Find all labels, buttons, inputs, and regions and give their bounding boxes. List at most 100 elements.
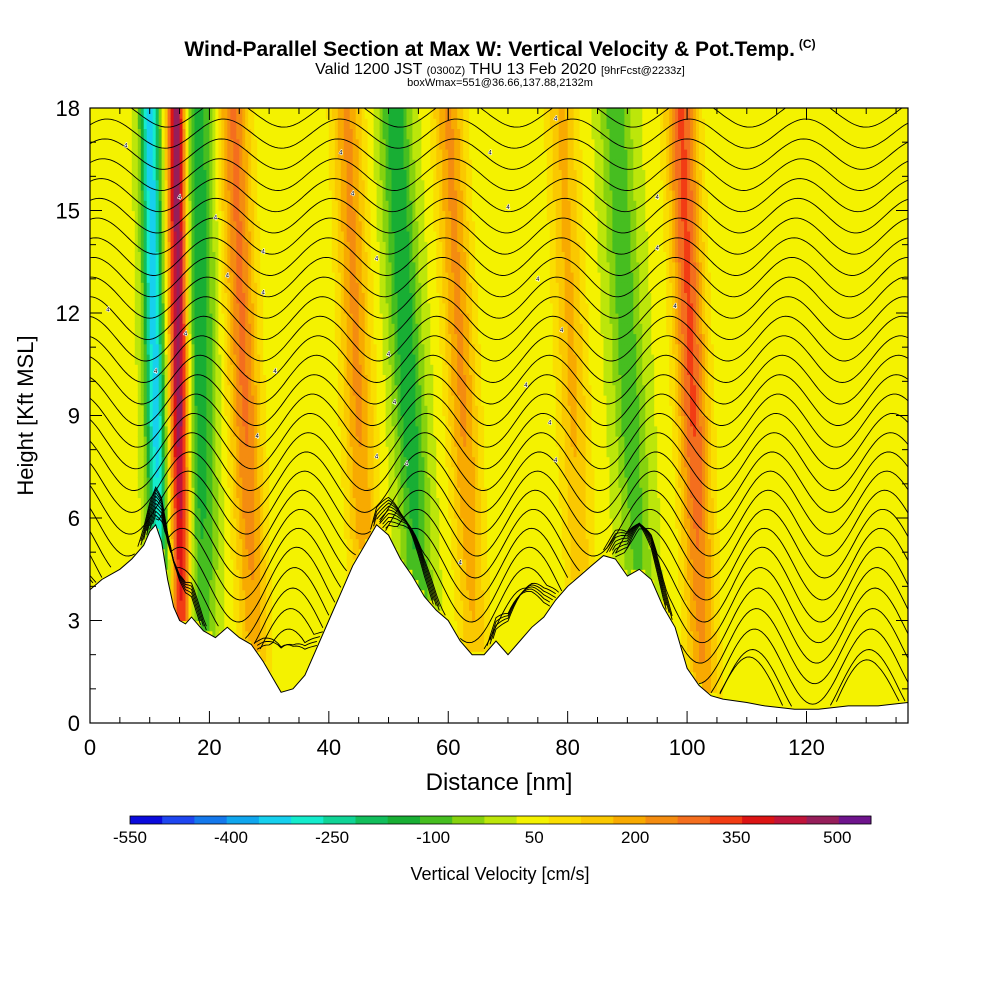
velocity-cell — [293, 466, 297, 478]
velocity-cell — [203, 395, 207, 406]
velocity-cell — [197, 436, 202, 447]
velocity-cell — [248, 405, 252, 417]
velocity-cell — [218, 138, 222, 150]
velocity-cell — [206, 589, 210, 601]
velocity-cell — [143, 323, 148, 335]
valid-time: Valid 1200 JST — [315, 61, 423, 78]
velocity-cell — [209, 548, 213, 560]
velocity-cell — [236, 600, 240, 611]
velocity-cell — [161, 538, 166, 550]
velocity-cell — [263, 128, 267, 140]
velocity-cell — [215, 559, 219, 570]
velocity-cell — [146, 354, 151, 365]
velocity-cell — [137, 497, 142, 509]
velocity-cell — [194, 282, 199, 293]
velocity-cell — [242, 302, 246, 314]
velocity-cell — [275, 641, 279, 652]
velocity-cell — [164, 241, 169, 252]
velocity-cell — [272, 159, 276, 170]
velocity-cell — [248, 507, 252, 519]
velocity-cell — [290, 661, 294, 673]
velocity-cell — [299, 251, 303, 263]
velocity-cell — [221, 302, 225, 314]
velocity-cell — [245, 108, 249, 119]
velocity-cell — [224, 272, 228, 283]
velocity-cell — [131, 138, 136, 150]
velocity-cell — [260, 384, 264, 396]
velocity-cell — [310, 282, 315, 293]
velocity-cell — [131, 169, 136, 181]
velocity-cell — [236, 343, 240, 355]
velocity-cell — [248, 220, 252, 232]
velocity-cell — [155, 395, 160, 406]
velocity-cell — [239, 231, 243, 242]
velocity-cell — [125, 518, 130, 529]
velocity-cell — [278, 292, 282, 304]
velocity-cell — [212, 466, 216, 478]
velocity-cell — [224, 384, 228, 396]
velocity-cell — [254, 251, 258, 263]
velocity-cell — [224, 179, 228, 191]
velocity-cell — [257, 282, 261, 293]
velocity-cell — [140, 302, 145, 314]
velocity-cell — [131, 507, 136, 519]
velocity-cell — [218, 589, 222, 601]
velocity-cell — [302, 220, 306, 232]
velocity-cell — [310, 354, 315, 365]
velocity-cell — [107, 323, 112, 335]
velocity-cell — [152, 108, 157, 119]
velocity-cell — [110, 497, 115, 509]
velocity-cell — [170, 487, 175, 499]
velocity-cell — [296, 548, 300, 560]
velocity-cell — [248, 579, 252, 591]
velocity-cell — [203, 559, 207, 570]
velocity-cell — [128, 343, 133, 355]
velocity-cell — [93, 159, 97, 170]
velocity-cell — [251, 405, 255, 417]
velocity-cell — [281, 261, 285, 273]
velocity-cell — [239, 630, 243, 642]
velocity-cell — [299, 282, 303, 293]
velocity-cell — [146, 210, 151, 222]
velocity-cell — [266, 436, 270, 447]
velocity-cell — [104, 292, 109, 304]
velocity-cell — [260, 538, 264, 550]
velocity-cell — [284, 313, 288, 324]
velocity-cell — [119, 559, 124, 570]
velocity-cell — [281, 128, 285, 140]
velocity-cell — [131, 261, 136, 273]
velocity-cell — [188, 210, 193, 222]
velocity-cell — [233, 302, 237, 314]
velocity-cell — [161, 210, 166, 222]
velocity-cell — [119, 302, 124, 314]
velocity-cell — [137, 446, 142, 458]
velocity-cell — [290, 620, 294, 632]
velocity-cell — [179, 589, 184, 601]
velocity-cell — [140, 261, 145, 273]
velocity-cell — [116, 169, 121, 181]
velocity-cell — [122, 231, 127, 242]
velocity-cell — [293, 231, 297, 242]
velocity-cell — [278, 200, 282, 212]
velocity-cell — [224, 405, 228, 417]
velocity-cell — [137, 231, 142, 242]
velocity-cell — [230, 384, 234, 396]
velocity-cell — [146, 220, 151, 232]
velocity-cell — [197, 518, 202, 529]
velocity-cell — [206, 384, 210, 396]
velocity-cell — [304, 548, 309, 560]
velocity-cell — [272, 384, 276, 396]
velocity-cell — [251, 487, 255, 499]
velocity-cell — [110, 456, 115, 468]
velocity-cell — [164, 313, 169, 324]
velocity-cell — [260, 610, 264, 622]
velocity-cell — [224, 610, 228, 622]
velocity-cell — [299, 149, 303, 160]
velocity-cell — [290, 108, 294, 119]
velocity-cell — [284, 579, 288, 591]
velocity-cell — [233, 569, 237, 581]
velocity-cell — [161, 179, 166, 191]
velocity-cell — [278, 241, 282, 252]
velocity-cell — [236, 231, 240, 242]
velocity-cell — [254, 220, 258, 232]
